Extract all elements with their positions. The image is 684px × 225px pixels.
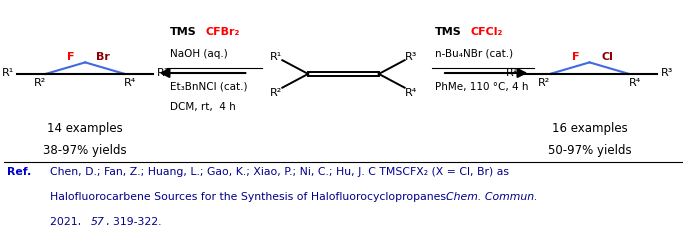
Text: R²: R² — [34, 77, 46, 87]
Text: Br: Br — [96, 52, 110, 61]
Text: F: F — [572, 52, 579, 61]
Text: R¹: R¹ — [1, 68, 14, 78]
Text: R³: R³ — [661, 68, 673, 78]
Text: NaOH (aq.): NaOH (aq.) — [170, 49, 228, 58]
Text: , 319-322.: , 319-322. — [105, 216, 161, 225]
Text: Chen, D.; Fan, Z.; Huang, L.; Gao, K.; Xiao, P.; Ni, C.; Hu, J. C TMSCFX₂ (X = C: Chen, D.; Fan, Z.; Huang, L.; Gao, K.; X… — [50, 167, 509, 177]
Text: CFCl₂: CFCl₂ — [471, 27, 503, 37]
Text: 14 examples: 14 examples — [47, 122, 123, 135]
Text: R⁴: R⁴ — [124, 77, 137, 87]
Text: 38-97% yields: 38-97% yields — [43, 144, 127, 157]
Text: R⁴: R⁴ — [406, 88, 417, 98]
Text: R³: R³ — [405, 51, 418, 61]
Text: 57: 57 — [91, 216, 105, 225]
Text: F: F — [67, 52, 75, 61]
Text: n-Bu₄NBr (cat.): n-Bu₄NBr (cat.) — [435, 49, 514, 58]
Text: R³: R³ — [157, 68, 169, 78]
Text: R¹: R¹ — [506, 68, 518, 78]
Text: R²: R² — [538, 77, 551, 87]
Text: Chem. Commun.: Chem. Commun. — [446, 191, 538, 201]
Text: Ref.: Ref. — [7, 167, 31, 177]
Text: Halofluorocarbene Sources for the Synthesis of Halofluorocyclopropanes.: Halofluorocarbene Sources for the Synthe… — [50, 191, 453, 201]
Text: PhMe, 110 °C, 4 h: PhMe, 110 °C, 4 h — [435, 81, 529, 91]
Text: R²: R² — [269, 88, 282, 98]
Text: Cl: Cl — [602, 52, 614, 61]
Text: 16 examples: 16 examples — [551, 122, 627, 135]
Text: Et₃BnNCl (cat.): Et₃BnNCl (cat.) — [170, 81, 248, 91]
Text: TMS: TMS — [435, 27, 462, 37]
Text: DCM, rt,  4 h: DCM, rt, 4 h — [170, 101, 236, 112]
Text: 2021,: 2021, — [50, 216, 85, 225]
Text: R¹: R¹ — [269, 51, 282, 61]
Text: 50-97% yields: 50-97% yields — [548, 144, 631, 157]
Text: TMS: TMS — [170, 27, 197, 37]
Text: CFBr₂: CFBr₂ — [205, 27, 240, 37]
Text: R⁴: R⁴ — [629, 77, 641, 87]
